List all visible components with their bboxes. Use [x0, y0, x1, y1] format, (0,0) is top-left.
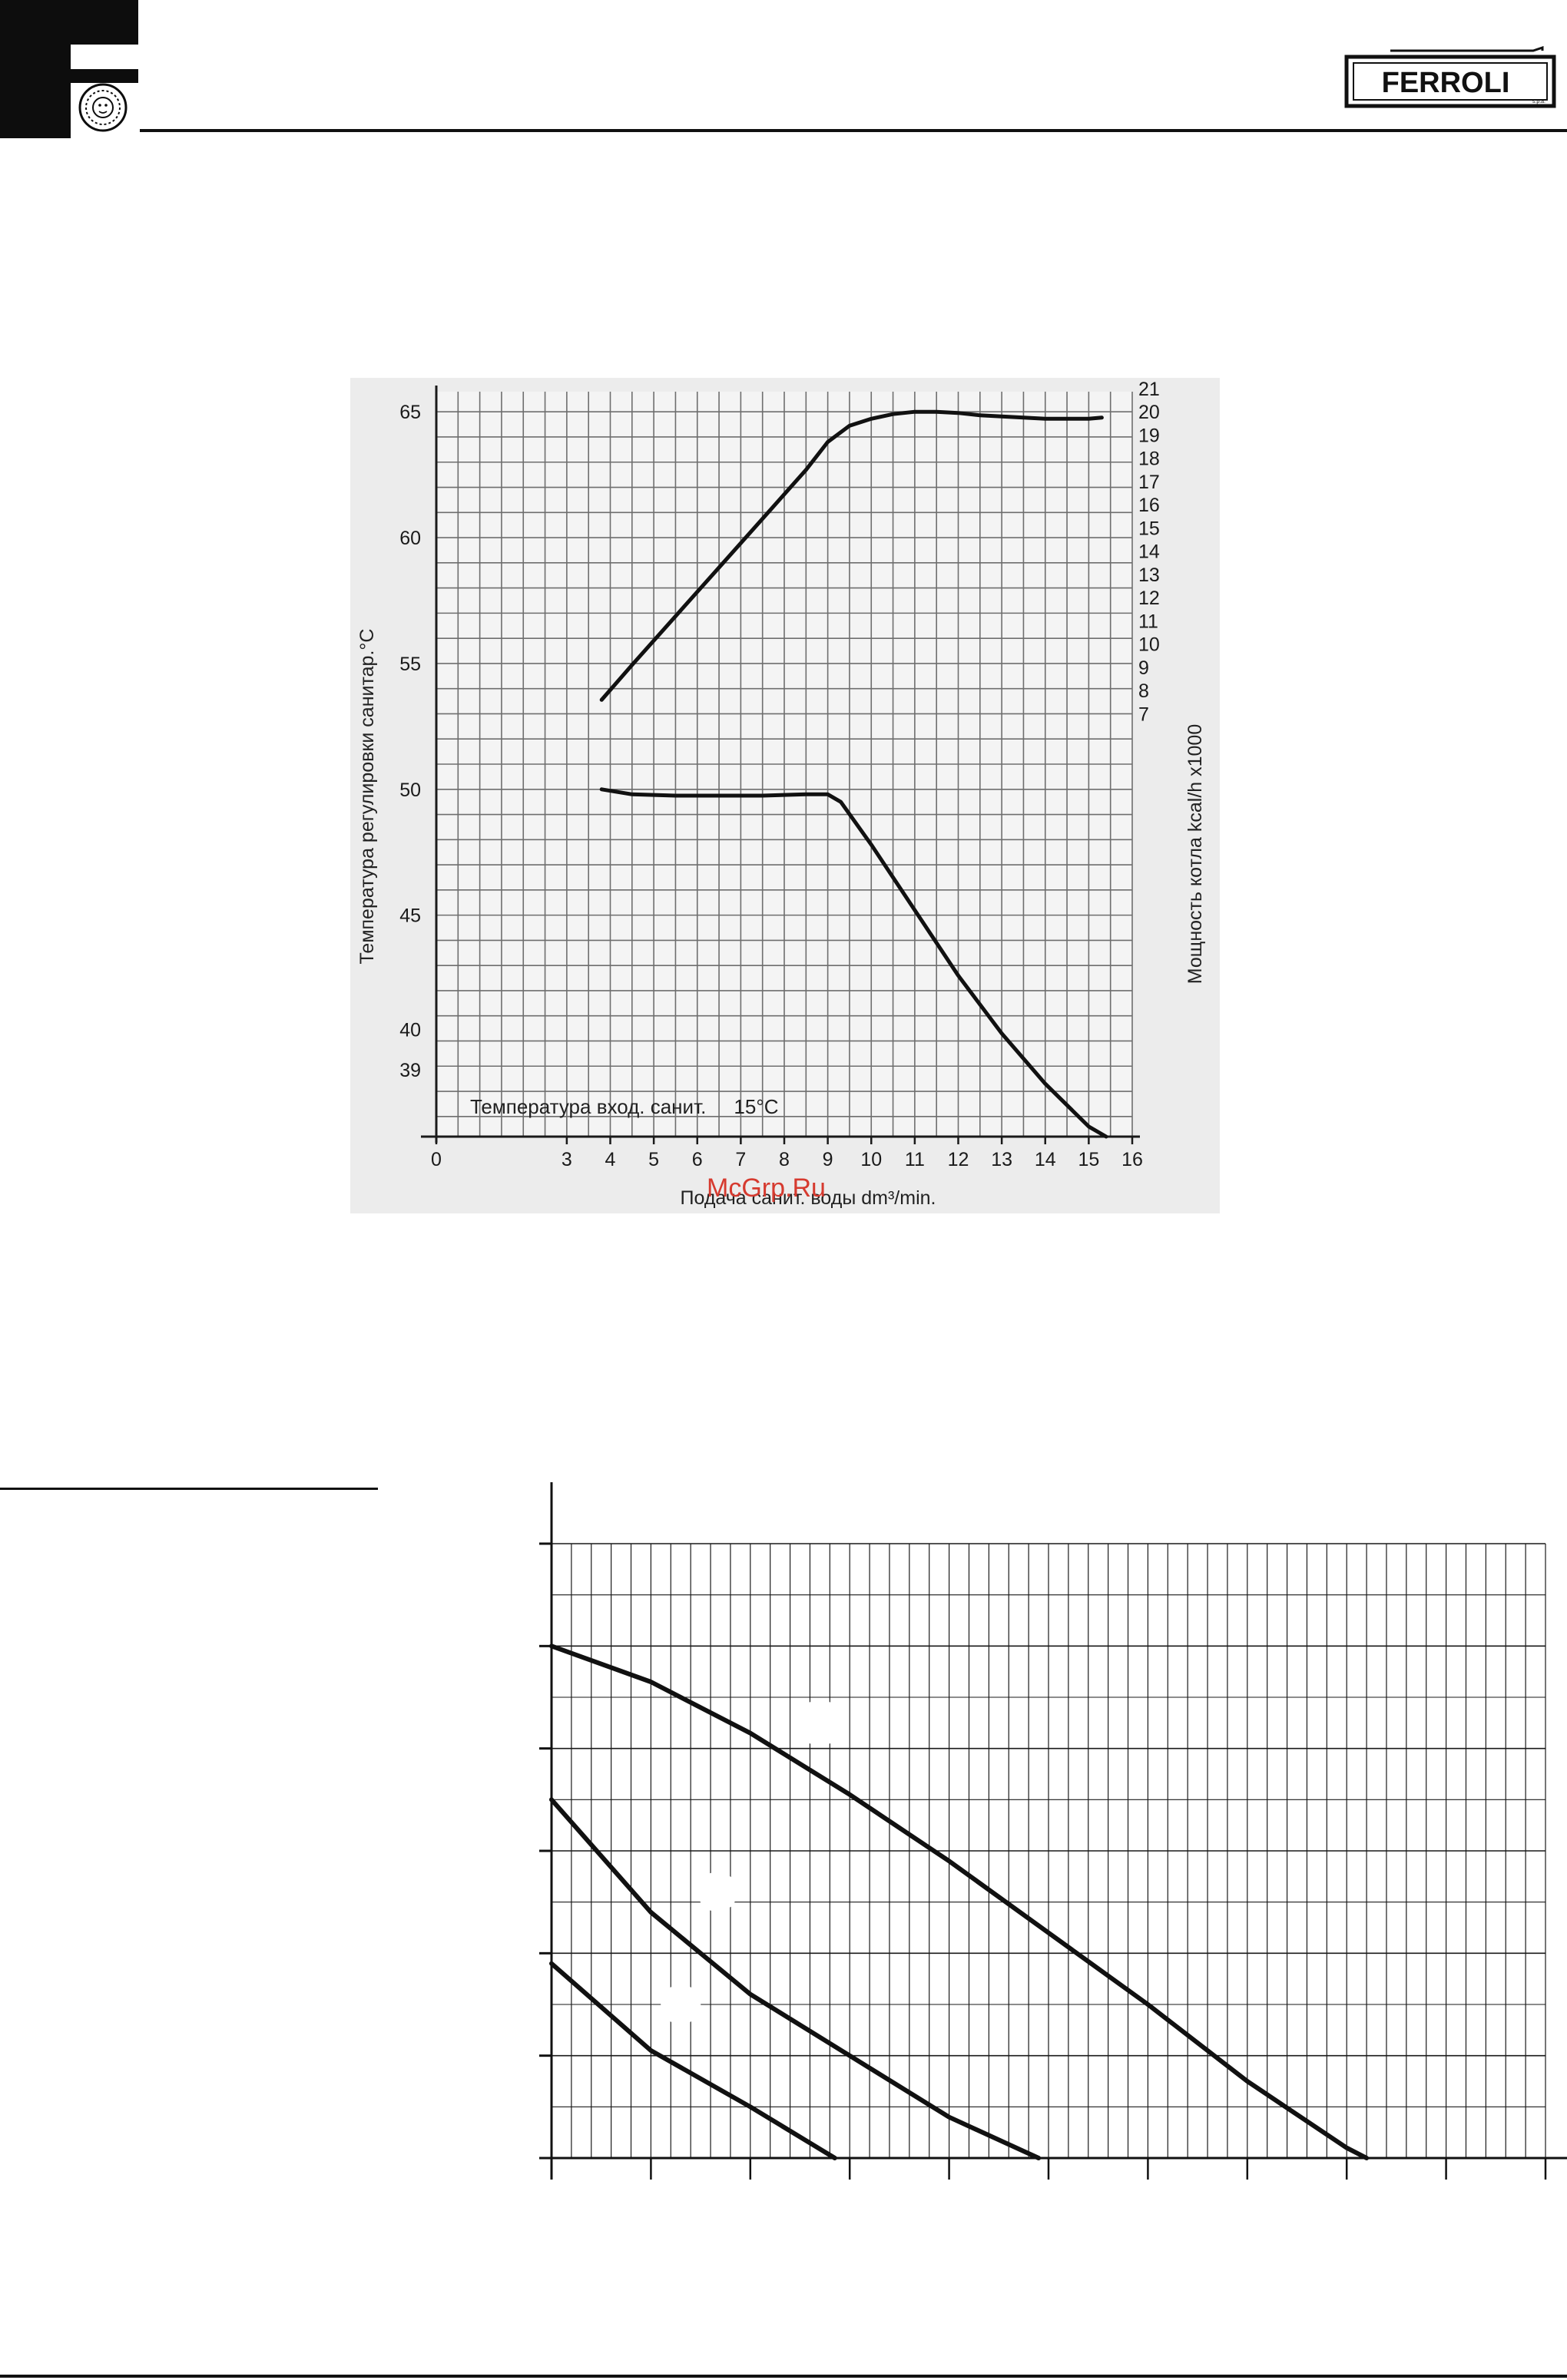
x-tick-label: 3: [562, 1149, 572, 1170]
pump-curve-speed-2: [549, 1797, 1042, 2160]
chart2-curve-labels: [661, 1700, 843, 2024]
y2-tick-label: 14: [1138, 541, 1160, 563]
chart2-axes: [539, 1482, 1567, 2180]
x-tick-label: 5: [648, 1149, 659, 1170]
y2-tick-label: 8: [1138, 680, 1149, 702]
chart-pump-head-flow: [539, 1482, 1567, 2180]
x-tick-label: 0: [431, 1149, 442, 1170]
watermark-text: McGrp.Ru: [707, 1173, 826, 1203]
y2-tick-label: 9: [1138, 657, 1149, 679]
x-tick-label: 12: [948, 1149, 969, 1170]
x-tick-label: 15: [1078, 1149, 1099, 1170]
y2-tick-label: 16: [1138, 495, 1160, 516]
pump-curve-speed-1: [549, 1961, 837, 2160]
curve-label-patch: [661, 1984, 701, 2024]
chart1-axes: [421, 386, 1140, 1144]
brand-suffix: s.p.a.: [1532, 99, 1545, 104]
x-tick-label: 9: [823, 1149, 833, 1170]
curve-label-patch: [797, 1700, 843, 1746]
chart2-grid: [551, 1543, 1546, 2159]
y2-tick-label: 17: [1138, 472, 1160, 493]
y-tick-label: 65: [399, 402, 421, 423]
chart1-grid: [436, 392, 1133, 1137]
sun-face-emblem-icon: [78, 83, 128, 132]
y2-tick-label: 19: [1138, 425, 1160, 446]
y-tick-label: 39: [399, 1060, 421, 1081]
x-tick-label: 10: [860, 1149, 882, 1170]
x-tick-label: 13: [991, 1149, 1012, 1170]
y-tick-label: 55: [399, 654, 421, 675]
chart2-series: [549, 1643, 1370, 2160]
x-axis-label: Подача санит. воды dm³/min.: [681, 1187, 936, 1209]
ferroli-brand-logo: FERROLI s.p.a.: [1344, 46, 1556, 108]
footer-rule: [0, 2375, 1567, 2378]
y-tick-label: 45: [399, 905, 421, 927]
x-tick-label: 6: [692, 1149, 703, 1170]
y2-tick-label: 12: [1138, 588, 1160, 609]
y-tick-label: 40: [399, 1019, 421, 1041]
y2-tick-label: 10: [1138, 634, 1160, 656]
section-rule: [0, 1488, 378, 1490]
x-tick-label: 16: [1121, 1149, 1143, 1170]
header-rule: [140, 129, 1567, 132]
y-tick-label: 60: [399, 528, 421, 549]
y-axis-label: Температура регулировки санитар.°C: [356, 629, 378, 965]
y2-tick-label: 15: [1138, 518, 1160, 539]
series-line-dhw-temperature: [599, 787, 1108, 1139]
chart1-tick-labels: 0 3 4 5 6 7 8 9 10 11 12 13 14 15 16394045505560657891…: [399, 379, 1160, 1170]
company-logo-f: [0, 0, 138, 138]
inlet-temperature-annotation: Температура вход. санит. 15°C: [470, 1095, 779, 1118]
x-tick-label: 8: [779, 1149, 790, 1170]
chart-dhw-temperature-power: 0 3 4 5 6 7 8 9 10 11 12 13 14 15 16394045505560657891…: [350, 378, 1220, 1213]
y2-tick-label: 7: [1138, 703, 1149, 725]
y2-tick-label: 18: [1138, 449, 1160, 470]
y2-tick-label: 11: [1138, 611, 1158, 632]
y2-tick-label: 13: [1138, 564, 1160, 586]
y2-axis-label: Мощность котла kcal/h x1000: [1184, 724, 1206, 985]
x-tick-label: 4: [605, 1149, 616, 1170]
y2-tick-label: 20: [1138, 402, 1160, 423]
x-tick-label: 14: [1035, 1149, 1056, 1170]
x-tick-label: 11: [905, 1149, 925, 1170]
y-tick-label: 50: [399, 780, 421, 801]
brand-name: FERROLI: [1382, 67, 1510, 99]
chart1-series: [599, 409, 1108, 1139]
curve-label-patch: [697, 1872, 738, 1912]
y2-tick-label: 21: [1138, 379, 1160, 400]
x-tick-label: 7: [735, 1149, 746, 1170]
pump-curve-speed-3: [549, 1643, 1370, 2160]
series-line-boiler-power: [599, 409, 1104, 702]
